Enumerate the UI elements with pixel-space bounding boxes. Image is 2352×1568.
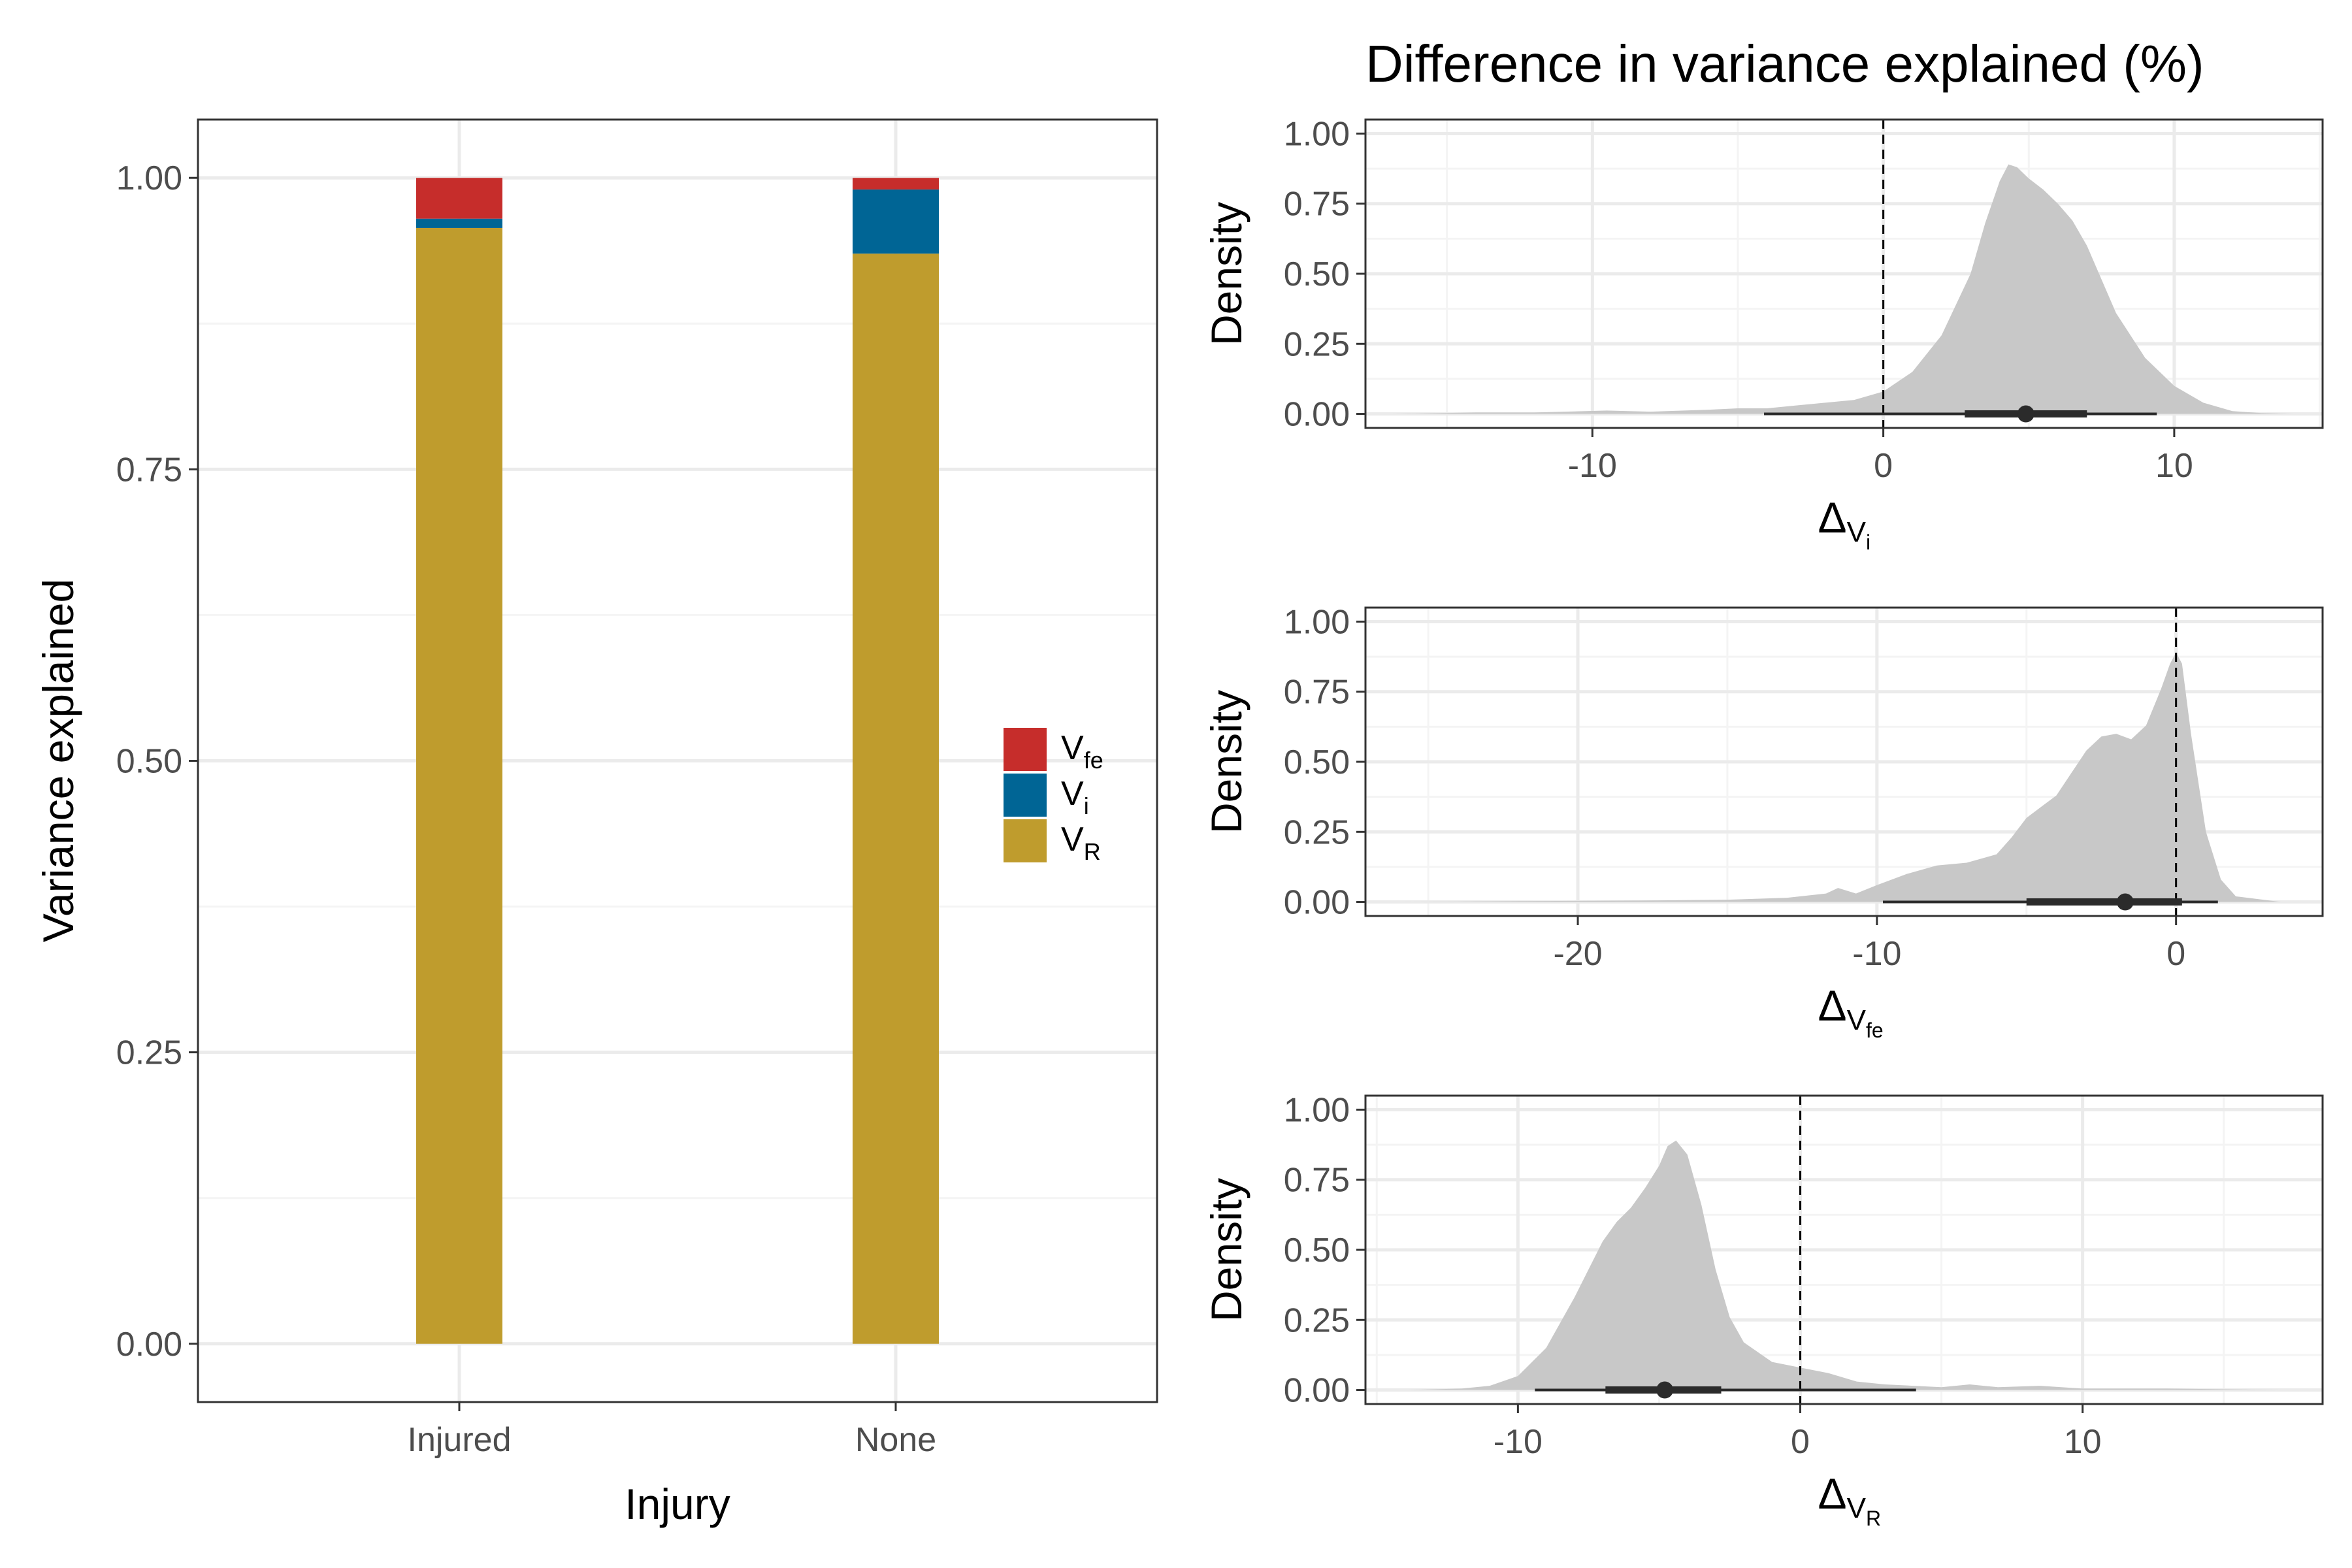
density-panels-title: Difference in variance explained (%) (1365, 35, 2204, 93)
density-x-axis-title: ΔVR (1818, 1469, 1882, 1530)
bar-chart-bars (416, 178, 939, 1344)
density-y-tick-label: 0.25 (1284, 813, 1350, 851)
density-x-tick-label: 10 (2064, 1423, 2102, 1461)
bar-chart-y-tick-label: 0.75 (116, 451, 182, 489)
legend-label-v-i: Vi (1061, 775, 1089, 819)
bar-chart-y-axis-title: Variance explained (34, 579, 82, 943)
density-y-axis-title: Density (1202, 1178, 1250, 1322)
bar-chart-y-tick-label: 0.00 (116, 1326, 182, 1364)
density-y-tick-label: 0.25 (1284, 325, 1350, 363)
legend-label-v-r: VR (1061, 821, 1101, 865)
density-y-tick-label: 0.00 (1284, 884, 1350, 922)
bar-segment-v-r-none (853, 253, 939, 1344)
bar-chart-panel: 0.000.250.500.751.00 Injured None Injury … (34, 118, 1158, 1528)
bar-chart-x-tick-label: None (855, 1421, 936, 1459)
bar-chart-x-tick-label: Injured (408, 1421, 512, 1459)
density-curve-area (1407, 1140, 2281, 1390)
density-x-tick-label: -10 (1852, 935, 1901, 973)
bar-chart-x-axis-title: Injury (625, 1480, 730, 1528)
density-y-tick-label: 0.00 (1284, 396, 1350, 434)
legend-label-v-fe: Vfe (1061, 729, 1103, 774)
density-x-tick-label: 0 (1874, 447, 1893, 485)
density-curve-area (1401, 652, 2281, 902)
density-y-tick-label: 0.25 (1284, 1301, 1350, 1339)
bar-segment-v-fe-none (853, 178, 939, 190)
density-y-tick-label: 0.75 (1284, 1162, 1350, 1200)
density-panel-fe: 0.00 0.25 0.50 0.75 1.00 -20 -10 0 Density ΔVfe (1202, 603, 2324, 1042)
density-panel-i: 0.00 0.25 0.50 0.75 1.00 -10 0 10 Density ΔVi (1202, 115, 2324, 554)
density-x-tick-label: 0 (1791, 1423, 1810, 1461)
bar-chart-y-tick-label: 1.00 (116, 159, 182, 197)
density-y-tick-label: 0.50 (1284, 743, 1350, 781)
density-y-tick-label: 1.00 (1284, 1091, 1350, 1129)
density-x-axis-title: ΔVi (1818, 493, 1871, 554)
density-y-tick-label: 1.00 (1284, 115, 1350, 153)
bar-segment-v-i-injured (416, 218, 502, 228)
density-y-tick-label: 0.50 (1284, 255, 1350, 293)
density-x-tick-label: -20 (1553, 935, 1602, 973)
legend-key-v-i (1004, 774, 1047, 817)
density-point-estimate (2116, 893, 2134, 911)
density-y-tick-label: 0.75 (1284, 186, 1350, 223)
legend-key-v-r (1004, 819, 1047, 862)
bar-chart-y-axis: 0.00 0.25 0.50 0.75 1.00 (116, 159, 198, 1364)
bar-segment-v-i-none (853, 189, 939, 254)
density-point-estimate (2017, 405, 2034, 423)
density-y-tick-label: 1.00 (1284, 603, 1350, 641)
density-x-tick-label: 10 (2155, 447, 2193, 485)
density-x-tick-label: -10 (1494, 1423, 1543, 1461)
density-x-tick-label: 0 (2166, 935, 2185, 973)
density-point-estimate (1656, 1381, 1674, 1399)
density-panels: 0.000.250.500.751.00-10 0 10DensityΔVi0.00… (1202, 115, 2324, 1530)
bar-segment-v-r-injured (416, 227, 502, 1344)
density-y-axis-title: Density (1202, 202, 1250, 346)
bar-chart-x-axis: Injured None (408, 1402, 936, 1459)
bar-segment-v-fe-injured (416, 178, 502, 219)
density-x-tick-label: -10 (1568, 447, 1617, 485)
density-panel-R: 0.00 0.25 0.50 0.75 1.00 -10 0 10 Density ΔVR (1202, 1091, 2324, 1530)
legend-key-v-fe (1004, 728, 1047, 771)
density-y-tick-label: 0.75 (1284, 674, 1350, 711)
density-y-tick-label: 0.00 (1284, 1372, 1350, 1410)
bar-chart-y-tick-label: 0.50 (116, 743, 182, 781)
density-x-axis-title: ΔVfe (1818, 981, 1884, 1042)
bar-chart-y-tick-label: 0.25 (116, 1034, 182, 1072)
density-curve-area (1392, 164, 2294, 414)
density-y-tick-label: 0.50 (1284, 1232, 1350, 1269)
density-y-axis-title: Density (1202, 690, 1250, 834)
